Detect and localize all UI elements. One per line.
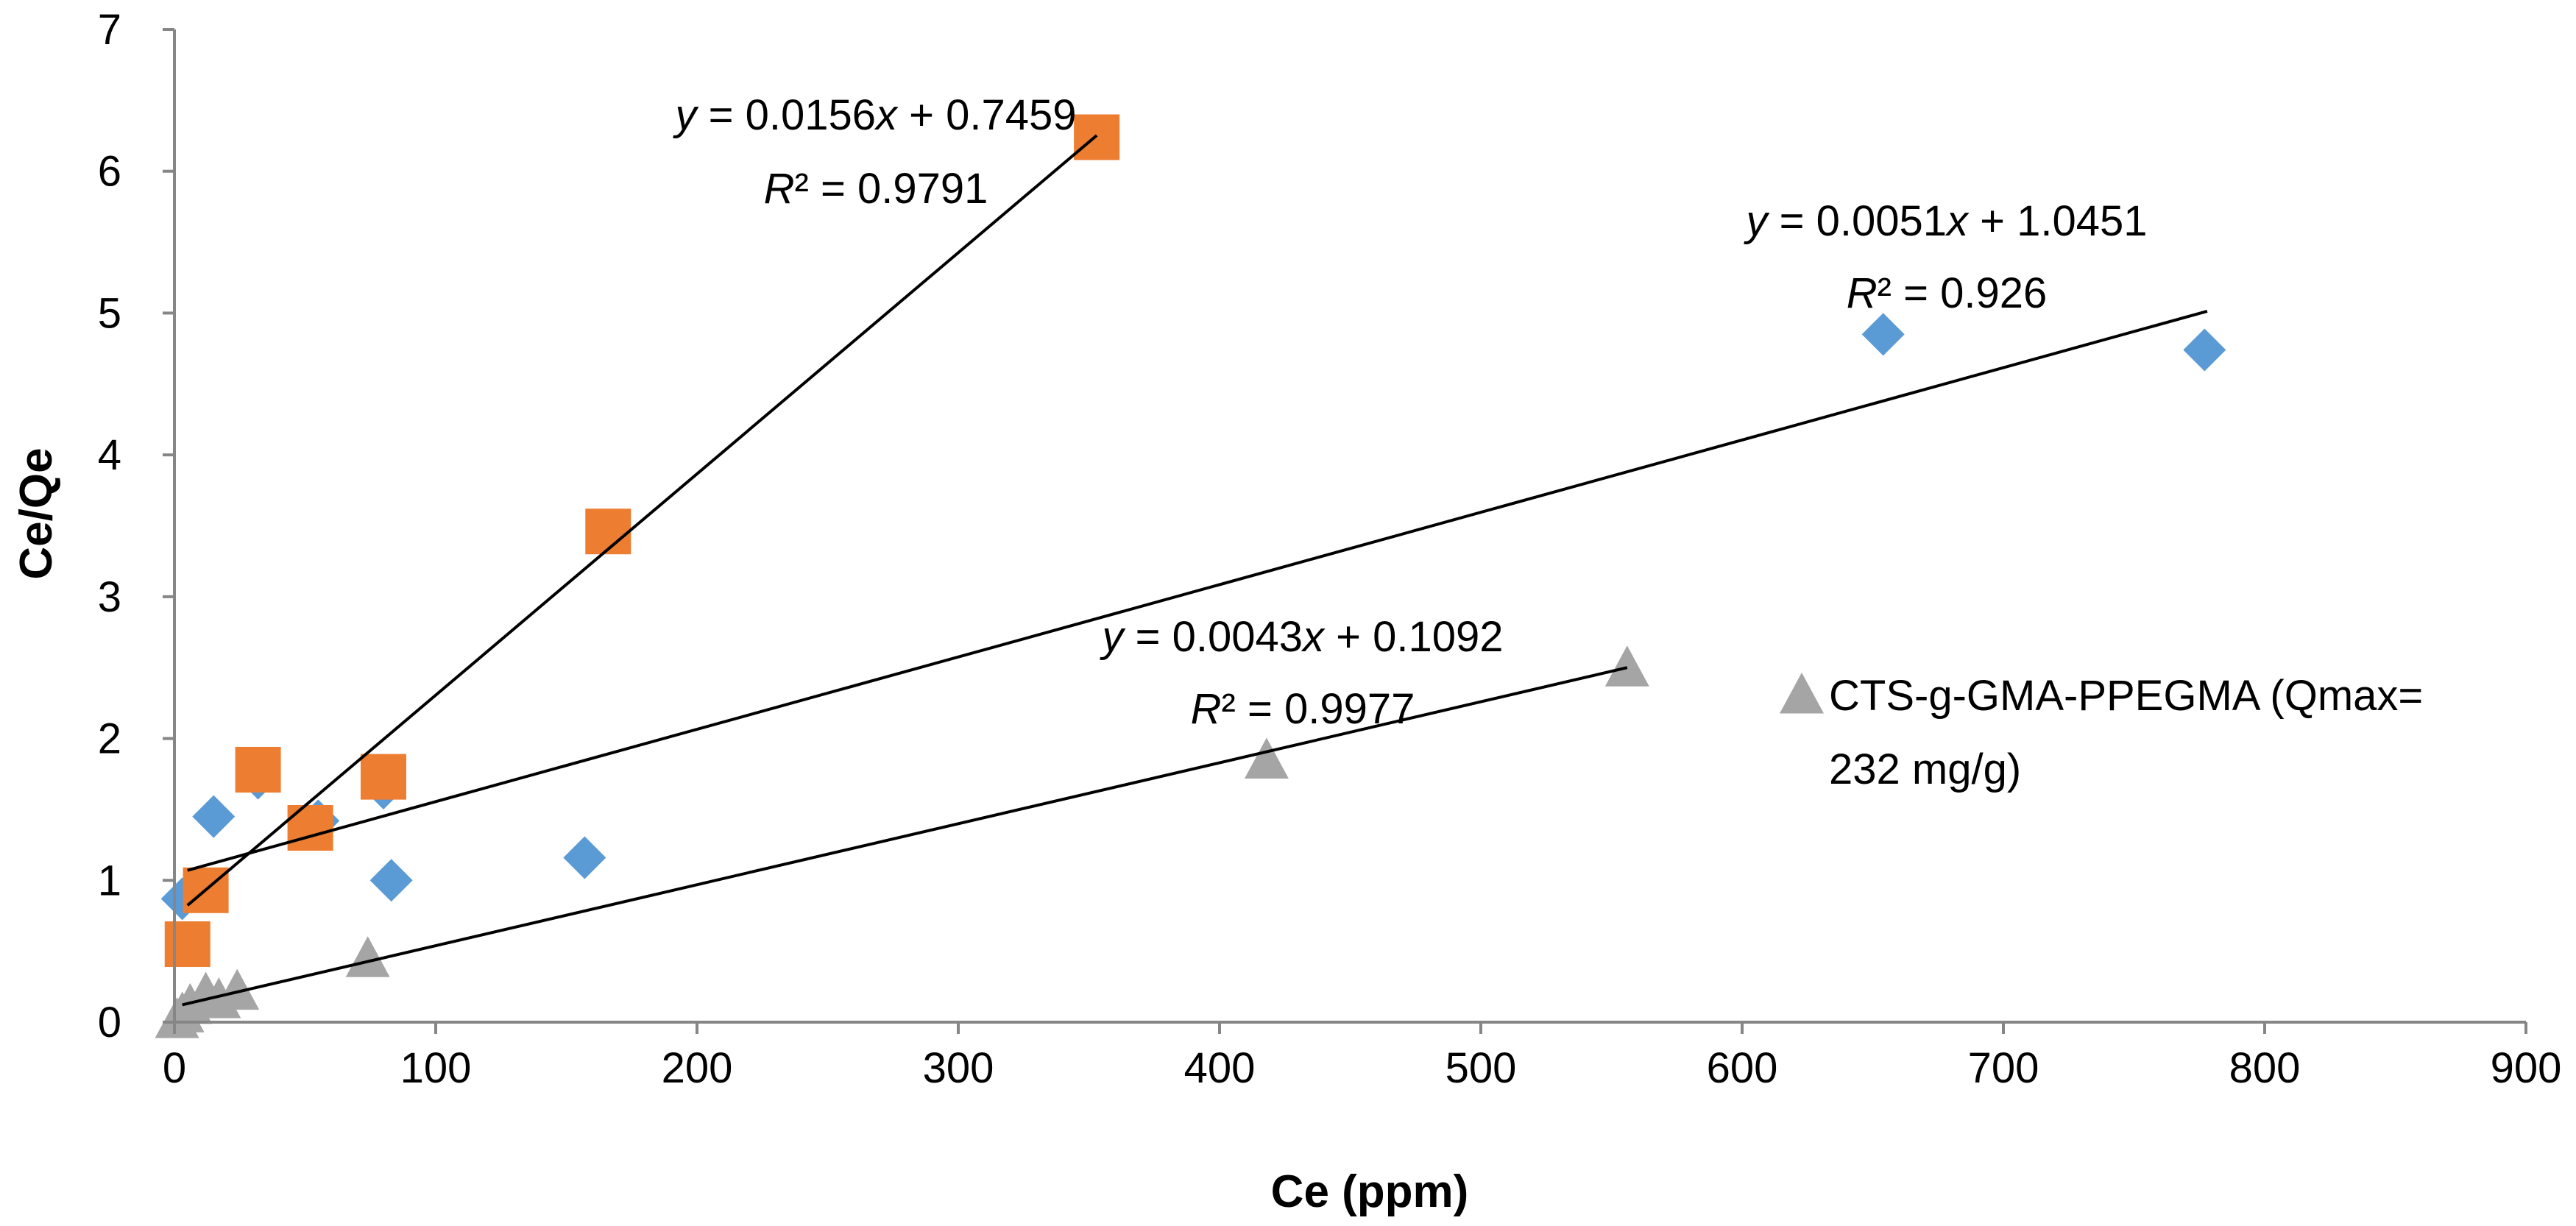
diamond-data-point xyxy=(563,836,606,879)
trendline-diamond xyxy=(187,310,2208,872)
series-square xyxy=(164,114,1120,968)
triangle-data-point xyxy=(1244,737,1289,779)
triangle-data-point xyxy=(215,968,260,1010)
y-tick-label: 1 xyxy=(98,857,121,904)
diamond-data-point xyxy=(2183,328,2226,372)
r-squared-label-square: R² = 0.9791 xyxy=(764,165,988,213)
square-data-point xyxy=(287,804,333,851)
x-axis-title: Ce (ppm) xyxy=(1271,1166,1469,1217)
equation-label-square: y = 0.0156x + 0.7459 xyxy=(673,91,1077,139)
legend: CTS-g-GMA-PPEGMA (Qmax= 232 mg/g) xyxy=(1780,672,2423,793)
legend-label: 232 mg/g) xyxy=(1829,745,2021,793)
x-tick-label: 800 xyxy=(2229,1044,2301,1092)
y-tick-label: 0 xyxy=(98,999,121,1046)
y-tick-label: 3 xyxy=(98,573,121,621)
trendline-equations: y = 0.0051x + 1.0451 R² = 0.926 y = 0.0156… xyxy=(673,91,2148,733)
x-tick-label: 300 xyxy=(923,1044,994,1092)
series-triangle xyxy=(155,645,1649,1038)
square-data-point xyxy=(164,921,210,968)
y-tick-label: 7 xyxy=(98,6,121,54)
x-axis: 0 100 200 300 400 500 600 700 800 900 xyxy=(163,1021,2562,1092)
diamond-data-point xyxy=(369,859,413,902)
x-tick-label: 0 xyxy=(163,1044,186,1092)
y-axis-title: Ce/Qe xyxy=(11,447,62,579)
r-squared-label-diamond: R² = 0.926 xyxy=(1847,269,2047,317)
legend-marker-triangle xyxy=(1780,673,1824,714)
x-tick-label: 700 xyxy=(1968,1044,2039,1092)
legend-label: CTS-g-GMA-PPEGMA (Qmax= xyxy=(1829,672,2423,720)
y-tick-label: 6 xyxy=(98,148,121,196)
y-tick-label: 4 xyxy=(98,431,121,479)
triangle-data-point xyxy=(345,936,390,977)
x-tick-label: 200 xyxy=(662,1044,733,1092)
trendline-square xyxy=(186,134,1098,907)
x-tick-label: 400 xyxy=(1184,1044,1256,1092)
diamond-data-point xyxy=(192,795,236,838)
r-squared-label-triangle: R² = 0.9977 xyxy=(1191,685,1415,733)
equation-label-diamond: y = 0.0051x + 1.0451 xyxy=(1744,197,2148,245)
y-tick-label: 5 xyxy=(98,289,121,337)
square-data-point xyxy=(361,754,406,800)
x-tick-label: 100 xyxy=(400,1044,472,1092)
x-tick-label: 900 xyxy=(2491,1044,2562,1092)
x-tick-label: 500 xyxy=(1446,1044,1517,1092)
y-tick-label: 2 xyxy=(98,715,121,763)
square-data-point xyxy=(585,509,631,555)
y-axis: 0 1 2 3 4 5 6 7 xyxy=(98,6,176,1046)
diamond-data-point xyxy=(1861,313,1905,356)
square-data-point xyxy=(235,746,281,793)
equation-label-triangle: y = 0.0043x + 0.1092 xyxy=(1100,613,1504,661)
trendline-triangle xyxy=(182,666,1628,1007)
x-tick-label: 600 xyxy=(1707,1044,1778,1092)
triangle-data-point xyxy=(1604,645,1649,687)
